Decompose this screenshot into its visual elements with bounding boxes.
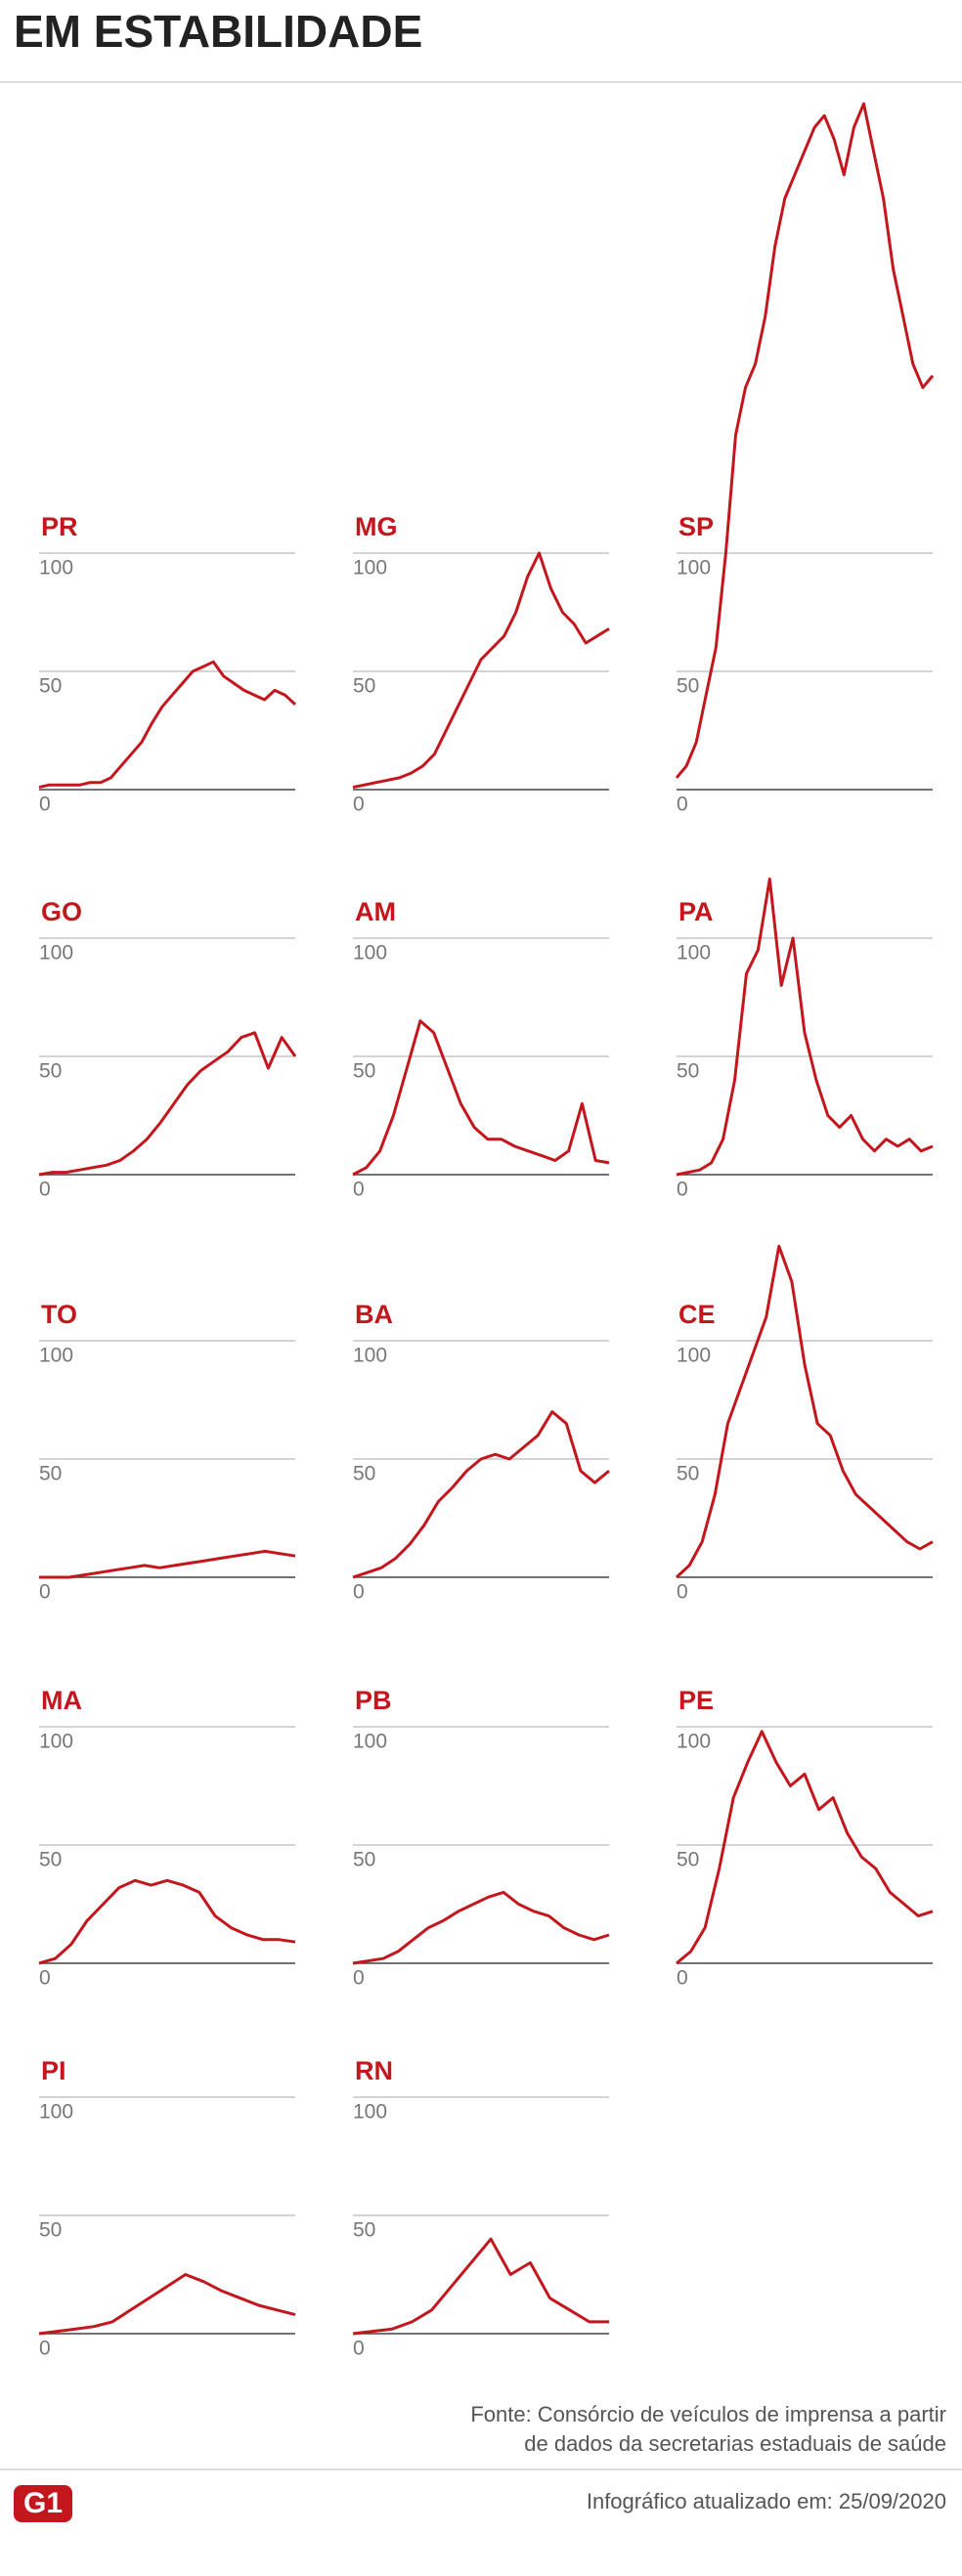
y-tick-label: 0 bbox=[39, 794, 51, 816]
state-label: TO bbox=[41, 1300, 77, 1329]
data-line bbox=[352, 551, 610, 790]
data-line bbox=[675, 102, 935, 779]
updated-note: Infográfico atualizado em: 25/09/2020 bbox=[587, 2489, 946, 2513]
y-tick-label: 0 bbox=[677, 1581, 688, 1604]
y-tick-label: 50 bbox=[353, 1060, 375, 1083]
state-label: RN bbox=[355, 2056, 393, 2085]
source-line: de dados da secretarias estaduais de saú… bbox=[524, 2431, 946, 2456]
y-tick-label: 0 bbox=[677, 794, 688, 816]
state-label: AM bbox=[355, 897, 396, 926]
state-label: CE bbox=[678, 1300, 716, 1329]
state-label: PE bbox=[678, 1686, 714, 1715]
state-label: PB bbox=[355, 1686, 392, 1715]
y-tick-label: 50 bbox=[353, 675, 375, 698]
state-label: MG bbox=[355, 512, 398, 541]
state-label: PI bbox=[41, 2056, 66, 2085]
data-line bbox=[38, 2273, 296, 2336]
state-label: BA bbox=[355, 1300, 393, 1329]
data-line bbox=[38, 1878, 296, 1965]
logo: G1 bbox=[23, 2487, 63, 2519]
y-tick-label: 0 bbox=[677, 1967, 688, 1990]
data-line bbox=[352, 1019, 610, 1177]
y-tick-label: 100 bbox=[353, 1345, 387, 1367]
y-tick-label: 100 bbox=[677, 557, 711, 580]
y-tick-label: 0 bbox=[353, 1967, 365, 1990]
state-label: MA bbox=[41, 1686, 82, 1715]
y-tick-label: 50 bbox=[677, 1060, 699, 1083]
data-line bbox=[352, 1410, 610, 1579]
data-line bbox=[675, 1244, 934, 1579]
data-line bbox=[676, 1730, 934, 1965]
y-tick-label: 0 bbox=[353, 1179, 365, 1201]
y-tick-label: 50 bbox=[677, 1849, 699, 1871]
y-tick-label: 100 bbox=[677, 1345, 711, 1367]
y-tick-label: 100 bbox=[39, 2101, 73, 2124]
y-tick-label: 0 bbox=[39, 1967, 51, 1990]
y-tick-label: 100 bbox=[353, 557, 387, 580]
y-tick-label: 0 bbox=[677, 1179, 688, 1201]
y-tick-label: 100 bbox=[353, 2101, 387, 2124]
y-tick-label: 100 bbox=[353, 942, 387, 965]
y-tick-label: 100 bbox=[677, 942, 711, 965]
state-label: GO bbox=[41, 897, 82, 926]
y-tick-label: 0 bbox=[353, 1581, 365, 1604]
data-line bbox=[676, 878, 934, 1177]
y-tick-label: 0 bbox=[353, 2338, 365, 2360]
y-tick-label: 0 bbox=[39, 1581, 51, 1604]
y-tick-label: 0 bbox=[353, 794, 365, 816]
y-tick-label: 100 bbox=[677, 1731, 711, 1753]
y-tick-label: 100 bbox=[39, 1345, 73, 1367]
data-line bbox=[38, 1031, 297, 1177]
data-line bbox=[38, 660, 297, 790]
y-tick-label: 50 bbox=[39, 1060, 62, 1083]
y-tick-label: 0 bbox=[39, 2338, 51, 2360]
y-tick-label: 0 bbox=[39, 1179, 51, 1201]
state-label: PR bbox=[41, 512, 78, 541]
y-tick-label: 50 bbox=[39, 1849, 62, 1871]
state-label: SP bbox=[678, 512, 714, 541]
y-tick-label: 50 bbox=[39, 2219, 62, 2242]
y-tick-label: 50 bbox=[677, 675, 699, 698]
source-line: Fonte: Consórcio de veículos de imprensa… bbox=[470, 2402, 946, 2426]
y-tick-label: 50 bbox=[353, 2219, 375, 2242]
y-tick-label: 100 bbox=[39, 557, 73, 580]
y-tick-label: 50 bbox=[39, 1463, 62, 1485]
logo-box bbox=[14, 2485, 72, 2522]
y-tick-label: 100 bbox=[39, 942, 73, 965]
data-line bbox=[39, 1549, 296, 1579]
data-line bbox=[352, 2237, 609, 2336]
state-label: PA bbox=[678, 897, 714, 926]
y-tick-label: 50 bbox=[39, 675, 62, 698]
data-line bbox=[352, 1890, 610, 1965]
y-tick-label: 50 bbox=[353, 1849, 375, 1871]
y-tick-label: 100 bbox=[353, 1731, 387, 1753]
y-tick-label: 50 bbox=[353, 1463, 375, 1485]
y-tick-label: 100 bbox=[39, 1731, 73, 1753]
y-tick-label: 50 bbox=[677, 1463, 699, 1485]
page-title: EM ESTABILIDADE bbox=[14, 6, 422, 57]
